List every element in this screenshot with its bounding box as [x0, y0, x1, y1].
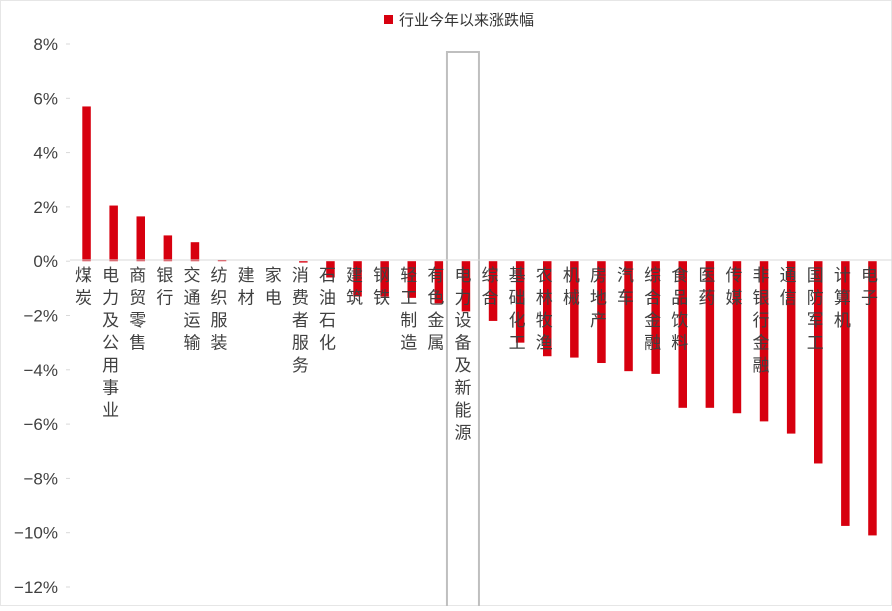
y-axis: 8% 6% 4% 2% 0% −2% −4% −6% −8% −10% −12% [14, 35, 70, 597]
category-label: 综合金融 [644, 266, 661, 354]
category-label: 钢铁 [373, 266, 390, 309]
y-tick-label: −6% [24, 415, 59, 434]
category-label: 消费者服务 [292, 266, 309, 376]
category-label: 房地产 [590, 266, 607, 331]
category-label: 计算机 [834, 266, 851, 331]
category-label: 农林牧渔 [536, 266, 553, 354]
bar [759, 261, 769, 422]
bar [190, 242, 200, 262]
bar [543, 261, 552, 357]
bar [488, 261, 498, 321]
y-tick-label: −2% [24, 307, 59, 326]
bar [814, 261, 823, 464]
category-label: 电力及公用事业 [102, 266, 119, 421]
category-label: 国防军工 [807, 266, 824, 354]
bar [705, 261, 715, 408]
category-label: 有色金属 [427, 266, 444, 354]
legend-label: 行业今年以来涨跌幅 [399, 11, 535, 29]
bar [109, 205, 118, 262]
bar [82, 106, 91, 262]
bar [515, 261, 525, 343]
bar [353, 261, 362, 297]
bars [82, 106, 877, 536]
y-tick-label: 8% [33, 35, 58, 54]
y-tick-label: 4% [33, 144, 58, 163]
y-tick-label: −12% [14, 578, 58, 597]
bar [732, 261, 742, 414]
category-labels: 煤炭电力及公用事业商贸零售银行交通运输纺织服装建材家电消费者服务石油石化建筑钢铁… [75, 266, 878, 444]
category-label: 银行 [156, 266, 173, 309]
bar [786, 261, 796, 434]
y-tick-label: 2% [33, 198, 58, 217]
category-label: 建筑 [346, 266, 363, 309]
highlight-box [445, 51, 480, 611]
bar [163, 235, 173, 262]
category-label: 机械 [563, 266, 580, 309]
bar [841, 261, 850, 526]
category-label: 电子 [861, 266, 878, 309]
category-label: 通信 [780, 266, 797, 309]
category-label: 石油石化 [319, 266, 336, 354]
category-label: 食品饮料 [671, 266, 688, 354]
legend-swatch [384, 15, 393, 24]
category-label: 煤炭 [75, 266, 92, 309]
legend: 行业今年以来涨跌幅 [384, 9, 534, 30]
bar [217, 259, 227, 262]
highlight-box-group [445, 51, 480, 611]
category-label: 综合 [482, 266, 499, 309]
bar [326, 261, 335, 278]
category-label: 家电 [265, 266, 282, 309]
category-label: 交通运输 [183, 266, 200, 354]
y-tick-label: 6% [33, 89, 58, 108]
category-label: 传媒 [725, 266, 742, 309]
y-tick-label: −4% [24, 361, 59, 380]
category-label: 商贸零售 [129, 266, 146, 354]
category-label: 建材 [238, 266, 255, 309]
bar [299, 261, 308, 263]
bar [434, 261, 444, 304]
bar [868, 261, 877, 536]
category-label: 医药 [698, 266, 715, 309]
bar [597, 261, 606, 364]
category-label: 汽车 [617, 266, 634, 309]
bar [461, 261, 471, 312]
y-tick-label: 0% [33, 252, 58, 271]
bar [380, 261, 389, 297]
bar [570, 261, 579, 358]
bar [407, 261, 416, 298]
bar [624, 261, 633, 372]
bar [678, 261, 687, 408]
bar [136, 216, 145, 262]
y-tick-label: −8% [24, 469, 59, 488]
category-label: 轻工制造 [400, 266, 417, 354]
y-tick-label: −10% [14, 524, 58, 543]
category-label: 纺织服装 [211, 266, 228, 354]
category-label: 电力设备及新能源 [454, 266, 471, 444]
category-label: 基础化工 [509, 266, 526, 354]
bar [651, 261, 660, 374]
category-label: 非银行金融 [753, 266, 770, 376]
